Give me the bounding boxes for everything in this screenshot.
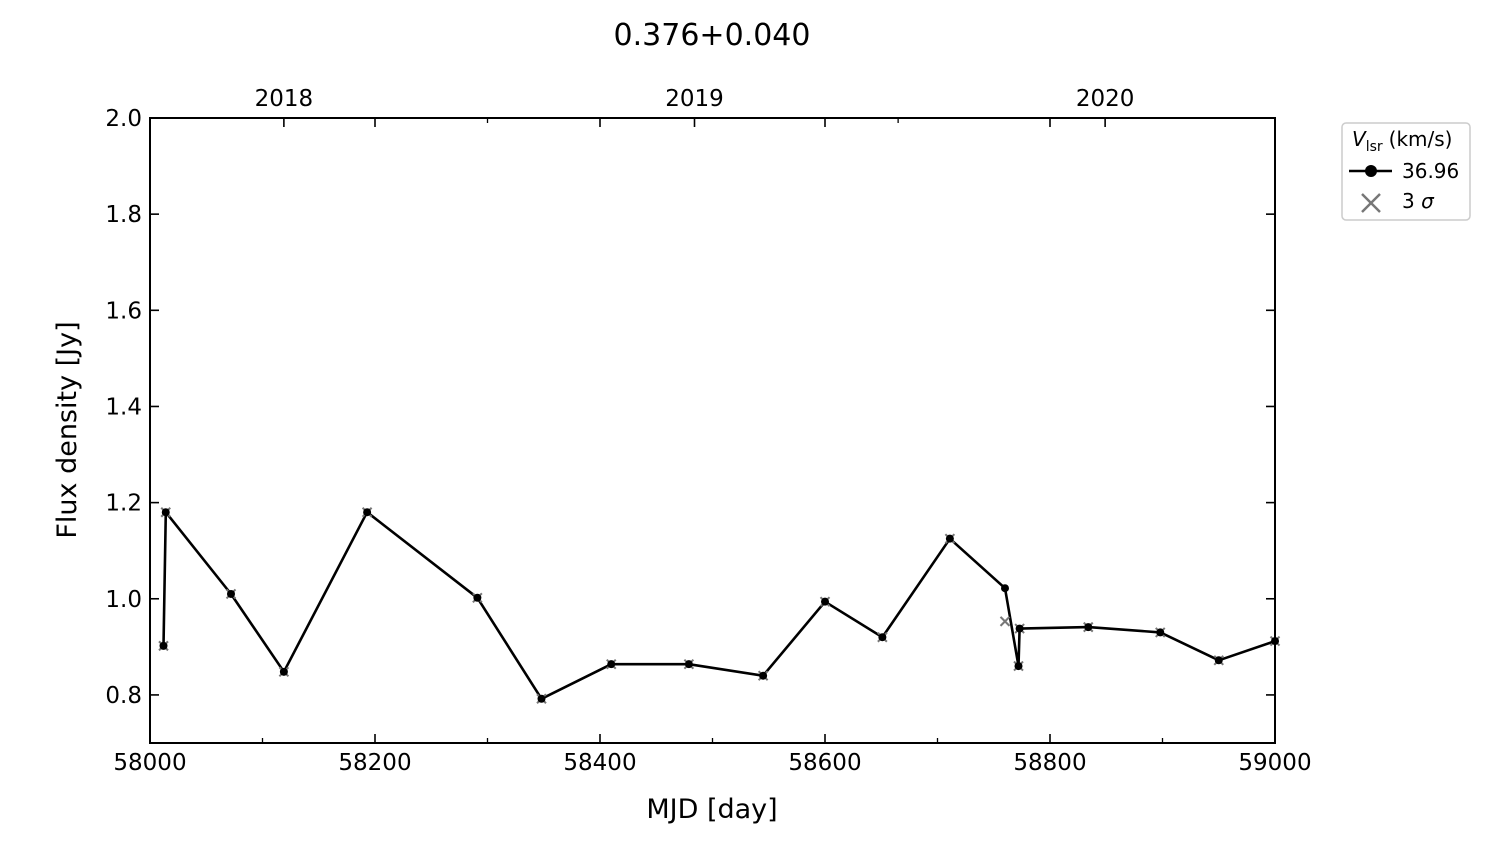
x-tick-label: 59000 [1238,750,1311,776]
series-line [162,510,1276,701]
y-tick-label: 1.8 [105,202,142,228]
data-point [759,671,768,680]
legend-sigma-symbol: σ [1421,189,1435,213]
data-point [1156,628,1165,637]
x-tick-label: 58600 [788,750,861,776]
x-tick-label: 58000 [113,750,186,776]
data-point [161,508,170,517]
legend-entry-sigma: 3 σ [1402,189,1435,213]
legend-frame [1341,122,1471,221]
plot-frame [149,117,1276,744]
y-tick-label: 1.6 [105,298,142,324]
x-tick-label: 58200 [338,750,411,776]
y-tick-label: 2.0 [105,106,142,132]
data-point [227,589,235,598]
y-tick-label: 0.8 [105,683,142,709]
data-point [1084,623,1093,632]
y-tick-label: 1.4 [105,394,142,420]
legend: Vlsr (km/s) 36.96 3 σ [1341,122,1471,221]
data-point [473,593,482,602]
legend-title-sub: lsr [1366,139,1383,155]
x-tick-label: 58400 [563,750,636,776]
data-point [159,641,168,650]
data-point [821,597,829,606]
data-point [684,660,693,669]
legend-title: Vlsr (km/s) [1352,127,1452,155]
data-point [1001,584,1009,593]
x-axis-label: MJD [day] [646,794,777,825]
x-tick-label: 58800 [1013,750,1086,776]
top-year-label: 2019 [665,86,724,112]
data-point [1214,656,1223,665]
top-year-label: 2020 [1076,86,1135,112]
data-point [878,633,887,642]
sigma-marker [999,616,1011,627]
legend-sigma-number: 3 [1402,189,1421,213]
y-tick-label: 1.0 [105,587,142,613]
legend-x-swatch [1361,193,1381,213]
data-point [537,694,546,703]
y-axis-label: Flux density [Jy] [52,321,83,538]
chart-title: 0.376+0.040 [614,18,811,53]
data-point [363,508,372,517]
legend-dot-swatch [1365,165,1377,177]
plot-area [158,507,1281,704]
sigma-marker-stroke [999,616,1011,627]
data-point [945,534,954,543]
data-point [279,667,288,676]
data-point [1014,662,1023,671]
legend-title-unit: (km/s) [1389,127,1453,151]
axes: 58000 58200 58400 58600 58800 59000 2018 2019 20… [105,86,1311,776]
data-point [607,660,616,669]
legend-entry-label: 36.96 [1402,159,1459,183]
data-point [1015,624,1024,633]
y-tick-label: 1.2 [105,491,142,517]
top-year-label: 2018 [255,86,314,112]
legend-title-v: V [1352,127,1367,151]
